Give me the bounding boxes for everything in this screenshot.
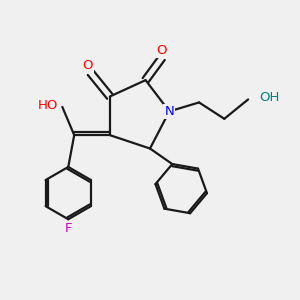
Text: F: F: [64, 222, 72, 235]
Text: OH: OH: [260, 91, 280, 103]
Text: N: N: [164, 105, 174, 118]
Text: O: O: [157, 44, 167, 57]
Text: O: O: [82, 59, 93, 72]
Text: HO: HO: [38, 99, 58, 112]
